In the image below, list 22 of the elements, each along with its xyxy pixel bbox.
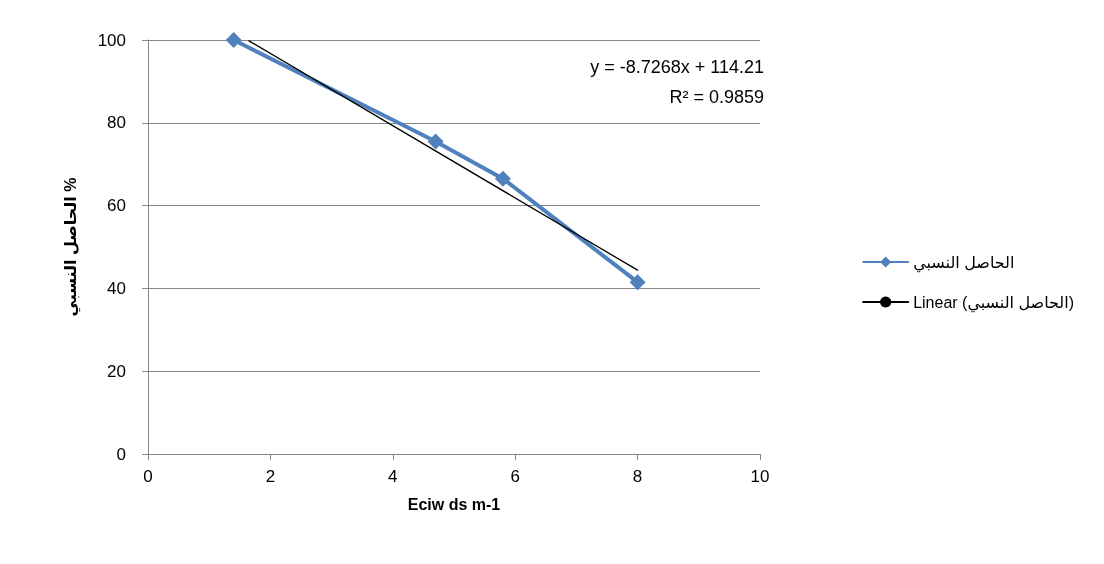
y-tick-label: 80 bbox=[107, 113, 126, 133]
annotation: R² = 0.9859 bbox=[669, 87, 764, 107]
y-tick-label: 40 bbox=[107, 278, 126, 298]
x-tick-label: 6 bbox=[510, 467, 520, 486]
point bbox=[225, 32, 242, 48]
x-tick-label: 0 bbox=[143, 467, 153, 486]
point bbox=[494, 170, 511, 187]
x-tick-label: 4 bbox=[388, 467, 398, 486]
y-tick-label: 20 bbox=[107, 361, 126, 381]
y-tick-label: 0 bbox=[116, 444, 126, 464]
x-tick-label: 2 bbox=[265, 467, 276, 486]
legend-label: Linear (الحاصل النسبي) bbox=[913, 293, 1075, 313]
y-tick-label: 100 bbox=[97, 30, 126, 50]
point bbox=[427, 133, 444, 150]
x-axis-title: Eciw ds m-1 bbox=[407, 495, 501, 513]
annotation: y = -8.7268x + 114.21 bbox=[590, 57, 764, 77]
y-axis-title: الحاصل النسبي % bbox=[61, 177, 81, 317]
x-tick-label: 10 bbox=[750, 467, 770, 486]
legend-label: الحاصل النسبي bbox=[913, 253, 1015, 273]
point bbox=[629, 274, 646, 291]
y-tick-label: 60 bbox=[107, 196, 126, 216]
x-tick-label: 8 bbox=[632, 467, 643, 486]
